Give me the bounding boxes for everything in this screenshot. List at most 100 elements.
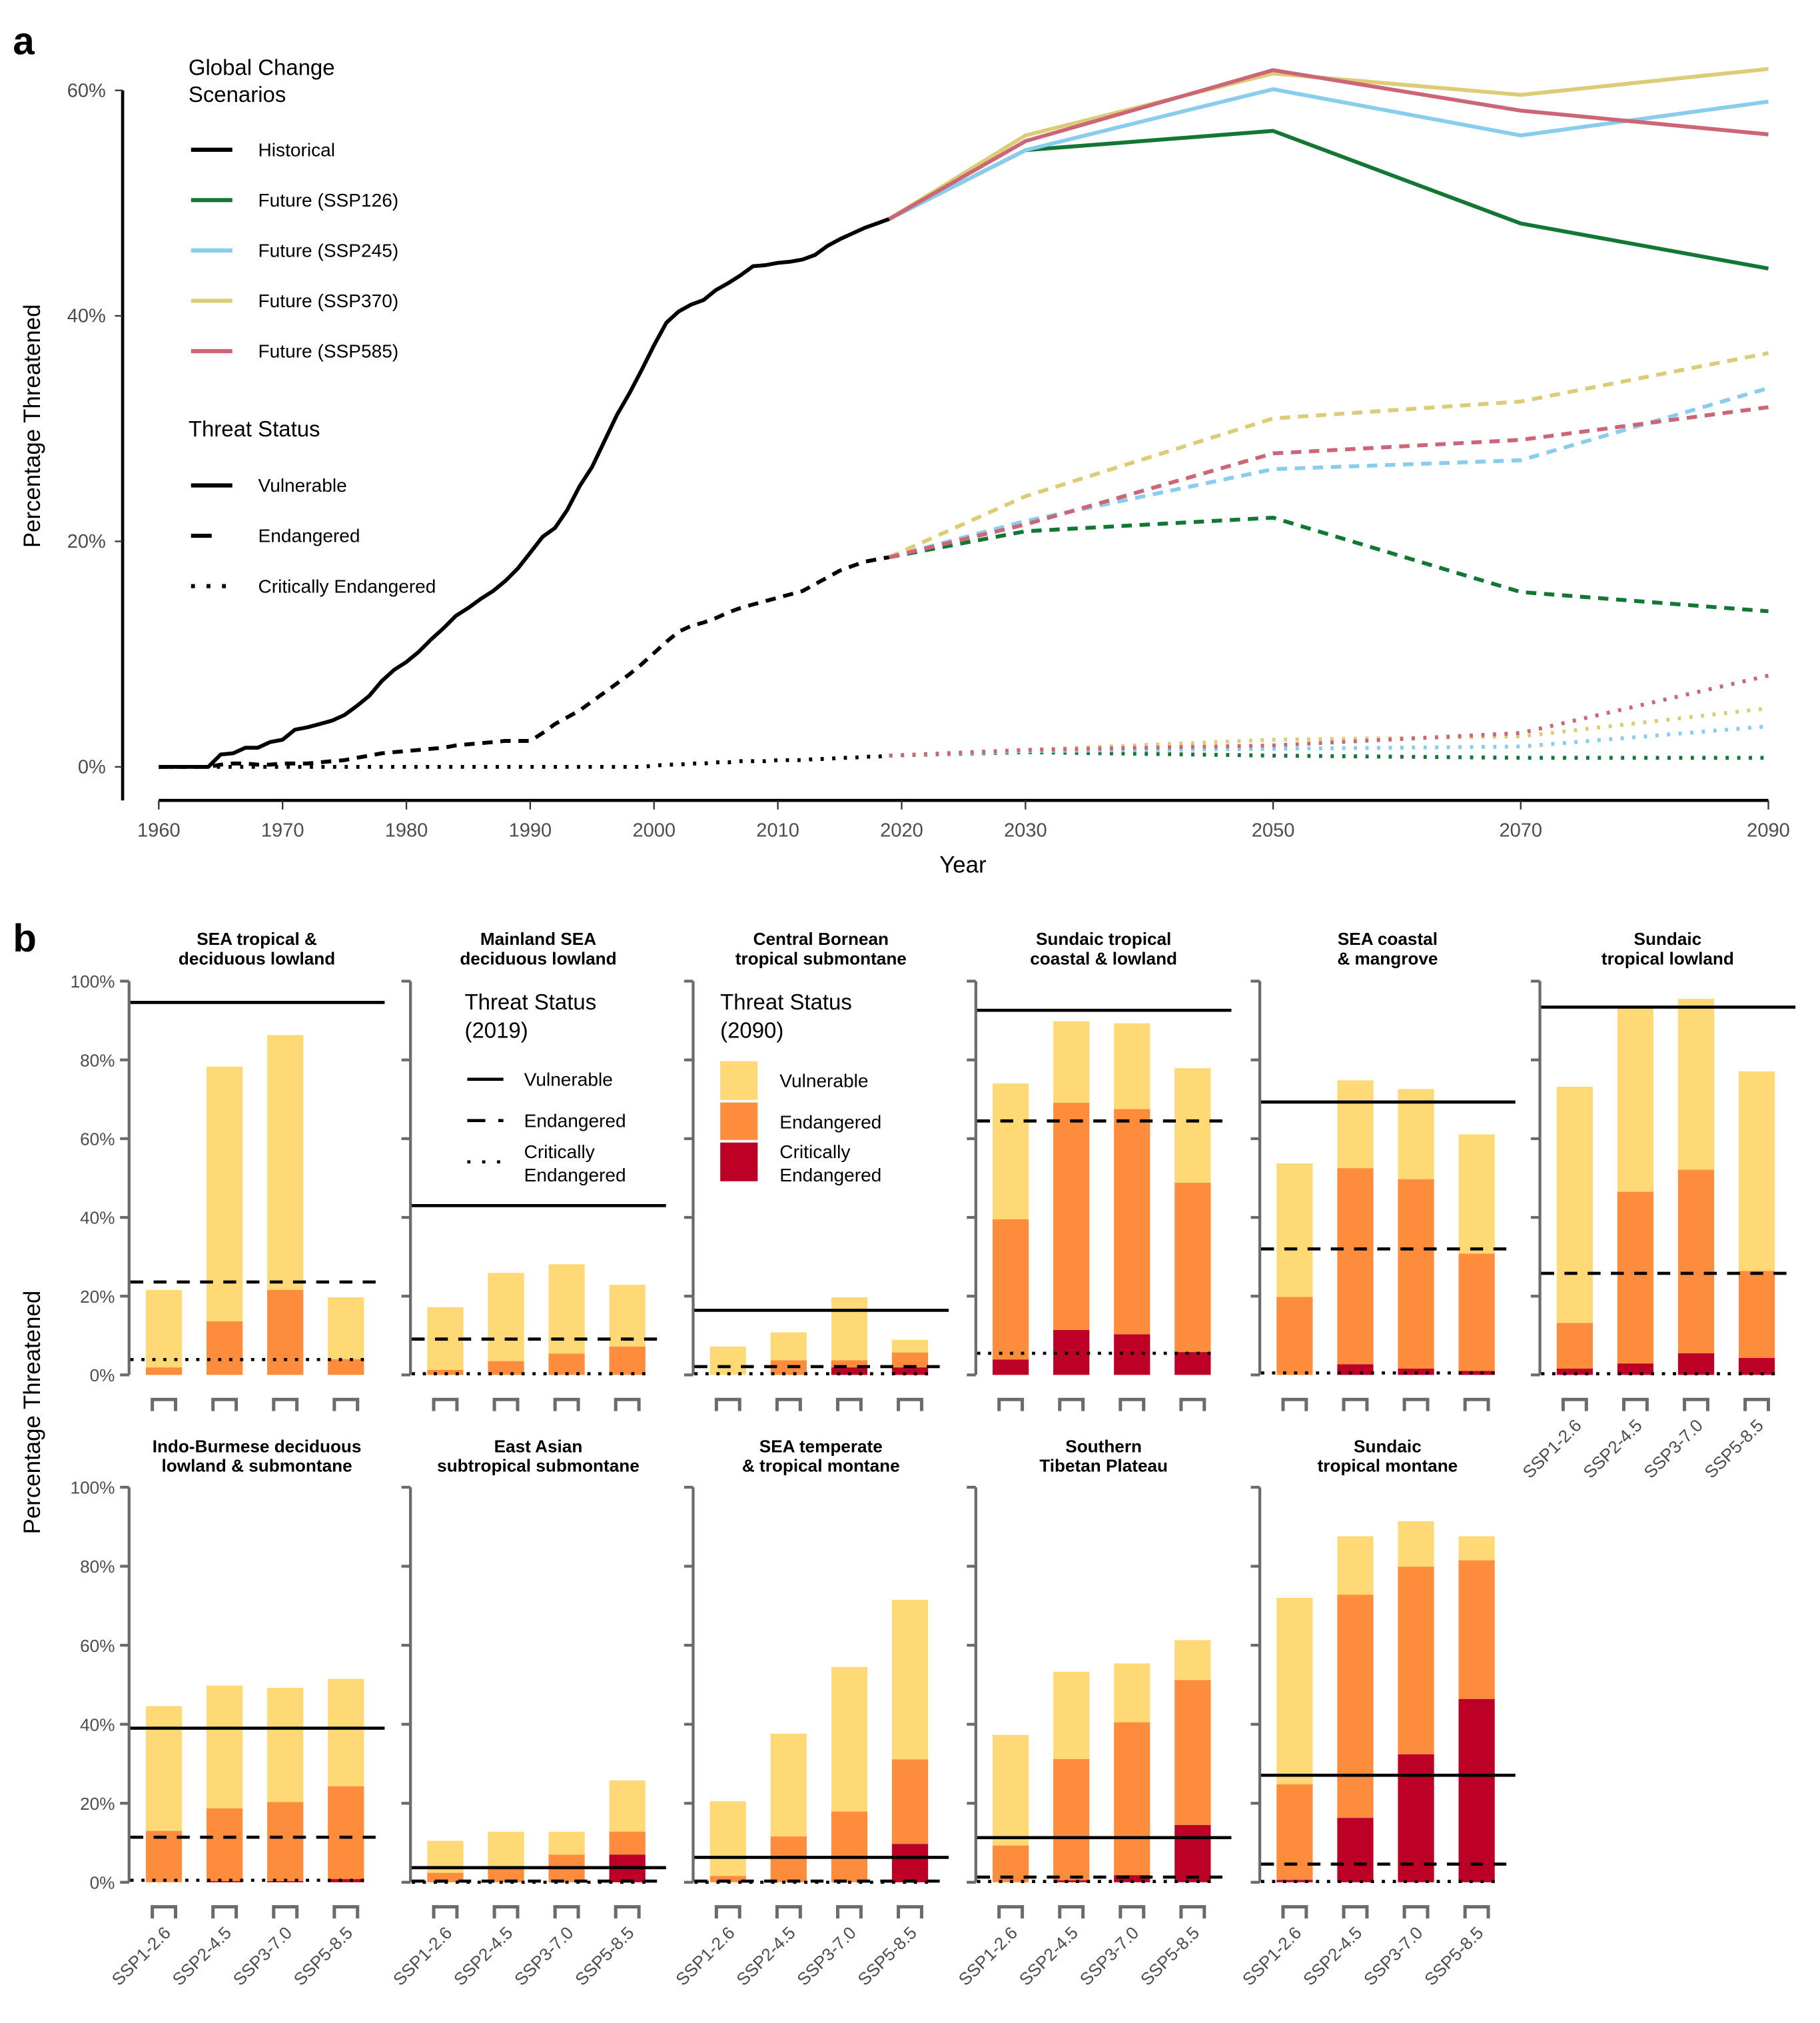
x-tick-label: SSP1-2.6	[1238, 1922, 1305, 1989]
x-tick-bracket	[1058, 1905, 1085, 1919]
panel-a: a 0% 20% 40% 60% 1960 1970 1980 1990 2000 2010 202…	[13, 19, 1789, 878]
bar-segment-endangered	[831, 1811, 868, 1882]
x-tick-bracket	[432, 1397, 459, 1411]
facet-title: Southern	[1065, 1437, 1142, 1457]
bar-segment-vulnerable	[709, 1346, 746, 1375]
x-tick-bracket	[1683, 1397, 1709, 1411]
facet: SEA tropical &deciduous lowland 0% 20% 40% 6…	[71, 929, 385, 1411]
x-tick-bracket	[775, 1905, 802, 1919]
bar-segment-vulnerable	[1276, 1163, 1313, 1297]
bar-segment-critically-endangered	[1174, 1352, 1211, 1375]
facet-title: deciduous lowland	[460, 948, 616, 968]
bar-segment-endangered	[1398, 1179, 1434, 1369]
x-tick-bracket	[272, 1397, 299, 1411]
x-tick-label: SSP5-8.5	[1701, 1415, 1767, 1482]
bar-segment-critically-endangered	[1556, 1368, 1593, 1375]
bar-segment-critically-endangered	[207, 1881, 243, 1882]
bar-segment-critically-endangered	[328, 1879, 364, 1882]
legend-2090-swatch-vu	[720, 1061, 758, 1100]
bar-segment-vulnerable	[1053, 1021, 1090, 1103]
x-tick-bracket	[151, 1397, 178, 1411]
ssp370-en-line	[888, 351, 1769, 559]
x-tick-label: SSP5-8.5	[1137, 1922, 1203, 1989]
bar-segment-vulnerable	[1398, 1089, 1434, 1179]
legend-2019-label-cr: Critically	[524, 1141, 595, 1162]
bar-segment-vulnerable	[1174, 1068, 1211, 1183]
x-tick-label: 2010	[756, 820, 799, 841]
bar-segment-critically-endangered	[891, 1367, 929, 1375]
x-tick-bracket	[211, 1397, 238, 1411]
x-tick-bracket	[1402, 1397, 1430, 1411]
bar-segment-vulnerable	[488, 1273, 524, 1361]
legend-2019-title: (2019)	[465, 1018, 528, 1043]
facet: SEA coastal& mangrove	[1250, 929, 1516, 1411]
panel-a-legend: Global Change Scenarios Historical Future (…	[189, 55, 436, 596]
x-tick-bracket	[211, 1905, 238, 1919]
x-tick-bracket	[1463, 1397, 1490, 1411]
panel-a-y-axis-title: Percentage Threatened	[19, 305, 45, 548]
x-tick-bracket	[1561, 1397, 1588, 1411]
facet-y-tick-label: 60%	[80, 1636, 115, 1656]
facet-y-tick-label: 80%	[80, 1050, 115, 1070]
x-tick-bracket	[432, 1905, 459, 1919]
x-tick-label: SSP5-8.5	[854, 1922, 921, 1989]
facet-title: Indo-Burmese deciduous	[153, 1437, 362, 1457]
x-tick-label: SSP2-4.5	[1015, 1922, 1082, 1989]
facet-y-tick-label: 60%	[80, 1129, 115, 1149]
x-tick-bracket	[1281, 1905, 1308, 1919]
panel-letter-a: a	[13, 19, 35, 63]
bar-segment-endangered	[1398, 1567, 1434, 1754]
legend-2090: Threat Status (2090) Vulnerable Endangered C…	[720, 990, 881, 1185]
facet-title: Sundaic	[1354, 1437, 1422, 1457]
bar-segment-endangered	[1458, 1253, 1495, 1371]
x-tick-label: SSP3-7.0	[229, 1922, 296, 1989]
x-tick-bracket	[714, 1397, 741, 1411]
bar-segment-endangered	[1458, 1560, 1495, 1699]
x-tick-label: SSP3-7.0	[1360, 1922, 1426, 1989]
bar-segment-vulnerable	[609, 1285, 646, 1347]
bar-segment-endangered	[488, 1361, 524, 1375]
bar-segment-vulnerable	[1276, 1597, 1313, 1784]
bar-segment-endangered	[1053, 1758, 1090, 1880]
bar-segment-vulnerable	[993, 1083, 1029, 1219]
bar-segment-endangered	[267, 1289, 304, 1375]
x-tick-label: SSP2-4.5	[1579, 1415, 1645, 1482]
x-tick-bracket	[1179, 1905, 1206, 1919]
bar-segment-critically-endangered	[1053, 1880, 1090, 1882]
bar-segment-vulnerable	[1053, 1671, 1090, 1759]
bar-segment-endangered	[609, 1346, 646, 1375]
bar-segment-endangered	[831, 1360, 868, 1368]
bar-segment-critically-endangered	[993, 1359, 1029, 1375]
legend-2090-swatch-cr	[720, 1142, 758, 1181]
facet-y-tick-label: 80%	[80, 1557, 115, 1577]
ssp370-vu-line	[888, 67, 1769, 221]
ssp370-cr-line	[889, 706, 1769, 758]
bar-segment-vulnerable	[1114, 1663, 1150, 1722]
x-tick-label: 1960	[137, 820, 181, 841]
x-tick-bracket	[997, 1905, 1025, 1919]
facet-y-tick-label: 40%	[80, 1208, 115, 1228]
y-tick-label: 0%	[78, 757, 106, 778]
bar-segment-endangered	[145, 1830, 183, 1882]
bar-segment-endangered	[145, 1367, 183, 1375]
x-tick-label: 2090	[1747, 820, 1790, 841]
x-tick-bracket	[1179, 1397, 1206, 1411]
bar-segment-vulnerable	[1398, 1521, 1434, 1567]
x-tick-label: SSP2-4.5	[732, 1922, 799, 1989]
bar-segment-endangered	[1337, 1168, 1374, 1365]
bar-segment-vulnerable	[1337, 1080, 1374, 1169]
legend-label-ssp585: Future (SSP585)	[258, 341, 399, 362]
bar-segment-vulnerable	[267, 1035, 304, 1290]
x-tick-bracket	[614, 1905, 641, 1919]
bar-segment-vulnerable	[1114, 1023, 1150, 1109]
x-tick-label: SSP1-2.6	[1518, 1415, 1585, 1482]
bar-segment-vulnerable	[488, 1831, 524, 1869]
bar-segment-vulnerable	[207, 1685, 243, 1808]
facet-title: Tibetan Plateau	[1039, 1456, 1168, 1476]
x-tick-bracket	[897, 1905, 923, 1919]
bar-segment-vulnerable	[145, 1289, 183, 1368]
x-tick-bracket	[151, 1905, 178, 1919]
facet: SEA temperate& tropical montaneSSP1-2.6S…	[672, 1437, 949, 1990]
